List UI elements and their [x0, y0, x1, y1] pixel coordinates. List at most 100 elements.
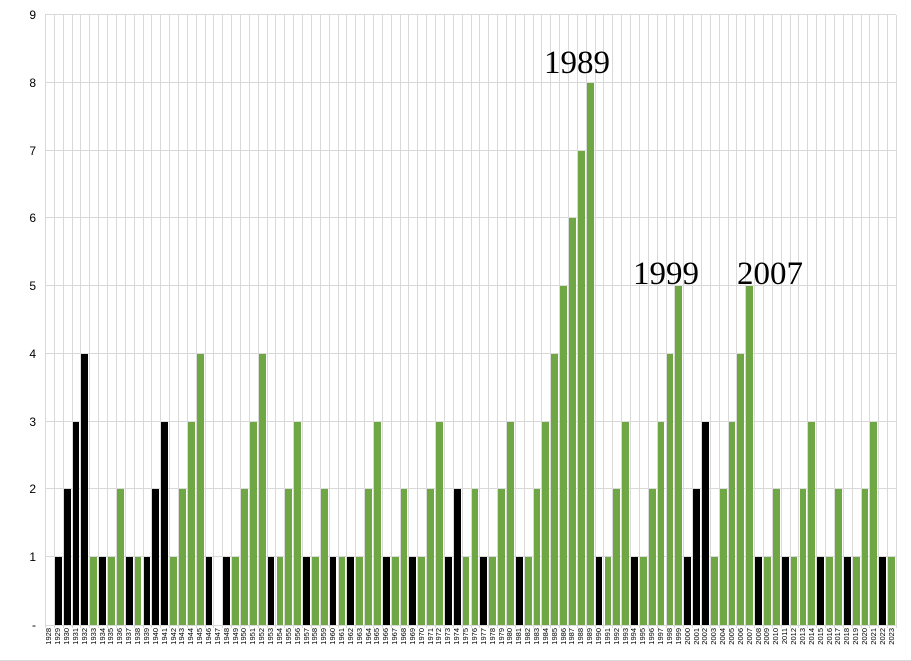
v-gridline: [533, 15, 534, 628]
x-axis-tick-label: 2019: [851, 628, 861, 645]
bar-1980: [506, 421, 514, 625]
annotation-2007: 2007: [737, 256, 803, 292]
v-gridline: [400, 15, 401, 628]
v-gridline: [479, 15, 480, 628]
x-axis-tick-label: 1956: [292, 628, 302, 645]
v-gridline: [98, 15, 99, 628]
v-gridline: [896, 15, 897, 628]
v-gridline: [364, 15, 365, 628]
v-gridline: [497, 15, 498, 628]
v-gridline: [275, 15, 276, 628]
x-axis-tick-label: 2005: [727, 628, 736, 645]
bar-1936: [116, 489, 124, 625]
bar-1955: [285, 489, 293, 625]
bar-1991: [604, 557, 612, 625]
x-axis-tick-label: 1939: [141, 628, 151, 645]
bar-2019: [852, 557, 860, 625]
y-axis-tick-label: 2: [29, 482, 36, 497]
bar-1963: [356, 557, 364, 625]
bar-2007: [746, 286, 754, 625]
v-gridline: [72, 15, 73, 628]
bar-2002: [702, 421, 709, 625]
v-gridline: [320, 15, 321, 628]
bar-2012: [790, 557, 798, 625]
x-axis-tick-label: 1990: [594, 628, 604, 645]
bar-1934: [99, 557, 107, 625]
bar-1952: [258, 353, 266, 625]
v-gridline: [798, 15, 799, 628]
v-gridline: [382, 15, 383, 628]
bar-1964: [365, 489, 372, 625]
v-gridline: [267, 15, 268, 628]
h-gridline: [45, 217, 896, 219]
v-gridline: [843, 15, 844, 628]
v-gridline: [550, 15, 551, 628]
bar-1975: [462, 557, 470, 625]
bar-1968: [400, 489, 408, 625]
bar-2010: [772, 489, 780, 625]
x-axis-tick-label: 1997: [656, 628, 666, 645]
v-gridline: [213, 15, 214, 628]
x-axis-tick-label: 1989: [585, 628, 595, 645]
bar-1970: [418, 557, 426, 625]
bar-1990: [595, 557, 603, 625]
bar-1960: [329, 557, 337, 625]
x-axis-tick-label: 2007: [744, 628, 754, 645]
v-gridline: [639, 15, 640, 628]
bar-1943: [179, 489, 186, 625]
bar-1971: [427, 489, 434, 625]
v-gridline: [45, 15, 46, 628]
v-gridline: [355, 15, 356, 628]
bar-1988: [577, 150, 585, 625]
x-axis-tick-label: 2013: [797, 628, 807, 645]
v-gridline: [408, 15, 409, 628]
h-gridline: [45, 285, 896, 287]
v-gridline: [373, 15, 374, 628]
v-gridline: [763, 15, 764, 628]
v-gridline: [196, 15, 197, 628]
bar-2004: [719, 489, 727, 625]
bar-1959: [320, 489, 328, 625]
v-gridline: [187, 15, 188, 628]
bar-1994: [631, 557, 638, 625]
x-axis-tick-label: 1982: [523, 628, 533, 645]
bar-1935: [108, 557, 115, 625]
bar-1969: [409, 557, 417, 625]
v-gridline: [612, 15, 613, 628]
v-gridline: [515, 15, 516, 628]
bar-2016: [826, 557, 833, 625]
v-gridline: [293, 15, 294, 628]
x-axis-tick-label: 1999: [673, 628, 683, 645]
x-axis-tick-label: 1940: [150, 628, 160, 645]
bar-1941: [161, 421, 169, 625]
h-gridline: [45, 556, 896, 558]
x-axis-tick-label: 1947: [212, 628, 222, 645]
bar-1958: [311, 557, 319, 625]
h-gridline: [45, 81, 896, 83]
v-gridline: [719, 15, 720, 628]
bar-1984: [542, 421, 550, 625]
y-axis-tick-label: 6: [29, 211, 36, 226]
v-gridline: [869, 15, 870, 628]
v-gridline: [674, 15, 675, 628]
x-axis-tick-label: 1955: [283, 628, 293, 645]
bar-1942: [170, 557, 177, 625]
bar-1982: [524, 557, 532, 625]
y-axis-tick-label: 7: [29, 143, 36, 158]
v-gridline: [346, 15, 347, 628]
v-gridline: [205, 15, 206, 628]
x-axis-tick-label: 1984: [540, 628, 550, 645]
v-gridline: [524, 15, 525, 628]
x-axis-tick-label: 2004: [718, 628, 728, 645]
bar-1983: [533, 489, 541, 625]
bar-1953: [267, 557, 275, 625]
y-axis-tick-label: 8: [29, 75, 36, 90]
bar-1929: [54, 557, 62, 625]
v-gridline: [887, 15, 888, 628]
y-axis-tick-label: 5: [29, 279, 36, 294]
x-axis-tick-label: 1967: [390, 628, 400, 645]
x-axis-tick-label: 2023: [886, 628, 896, 645]
y-axis-tick-label: 4: [29, 346, 36, 361]
bar-1977: [480, 557, 488, 625]
